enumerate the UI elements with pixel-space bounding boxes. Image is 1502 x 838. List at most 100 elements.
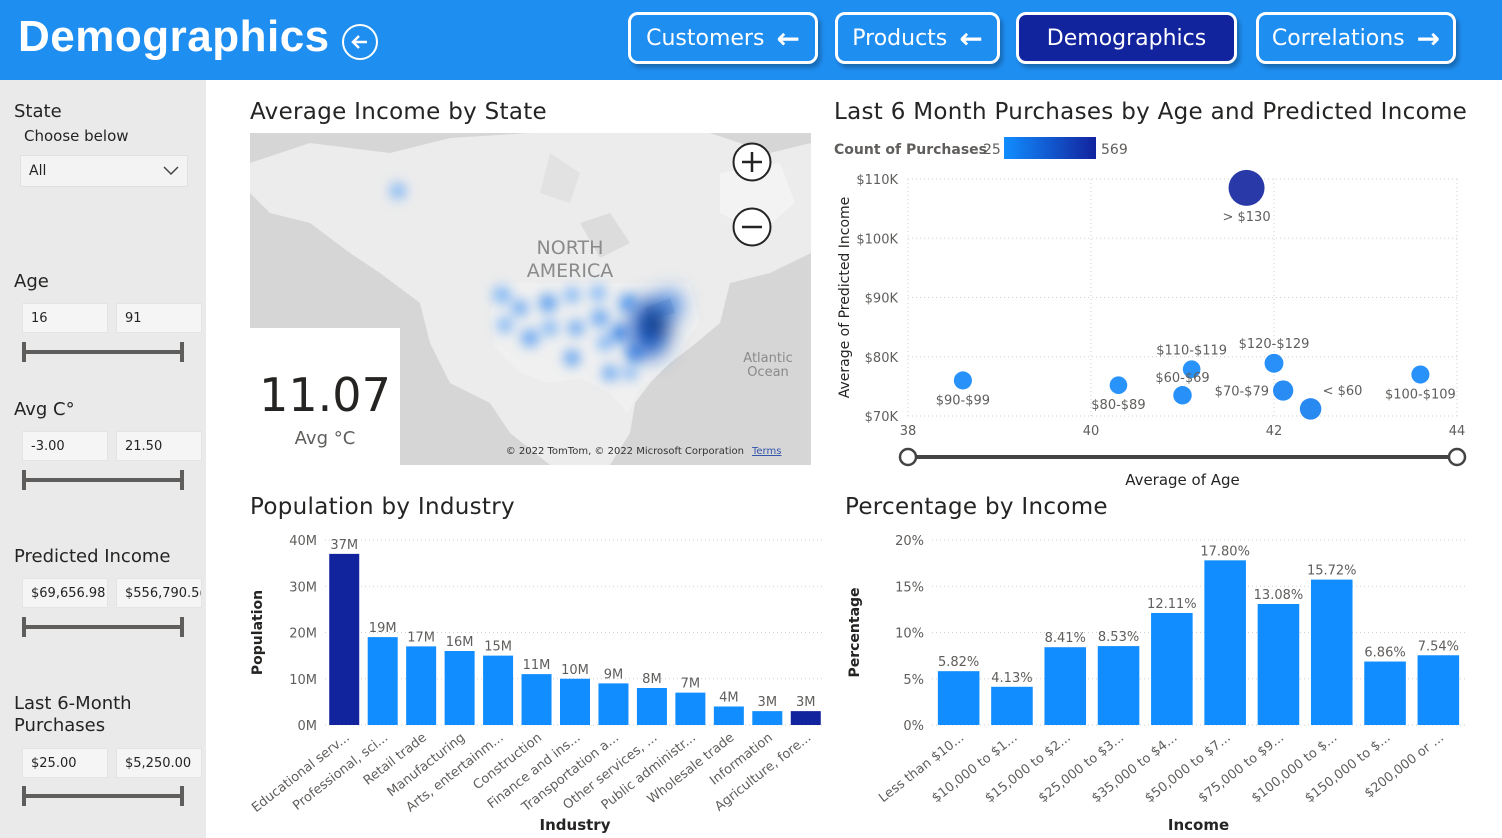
point-label: < $60 <box>1323 384 1363 399</box>
x-tick-label: Less than $10... <box>876 730 967 806</box>
data-label: 10M <box>561 663 589 678</box>
data-label: 11M <box>523 658 551 673</box>
point-label: $90-$99 <box>936 393 990 408</box>
age-slider[interactable] <box>22 342 184 362</box>
data-label: 13.08% <box>1254 588 1304 603</box>
slider-handle-min[interactable] <box>22 786 26 806</box>
data-label: 9M <box>604 667 624 682</box>
predicted-income-max-input[interactable]: $556,790.5( <box>116 578 202 608</box>
map-terms-link[interactable]: Terms <box>751 446 781 457</box>
y-axis-title: Percentage <box>847 587 863 677</box>
slider-handle-max[interactable] <box>180 342 184 362</box>
legend-gradient-bar <box>1004 137 1096 159</box>
y-axis-title: Average of Predicted Income <box>837 197 853 399</box>
map-region-label: NORTH <box>537 237 604 259</box>
purchases-max-input[interactable]: $5,250.00 <box>116 748 202 778</box>
bar <box>1151 612 1193 725</box>
y-tick-label: 10% <box>895 627 924 642</box>
nav-products-label: Products <box>852 25 948 51</box>
nav-customers-label: Customers <box>646 25 765 51</box>
data-label: 15.72% <box>1307 564 1357 579</box>
x-tick-label: 44 <box>1449 424 1466 439</box>
income-map[interactable]: NORTH AMERICA Atlantic Ocean © 2022 TomT… <box>250 133 811 465</box>
scatter-point <box>1264 353 1284 373</box>
x-axis-title: Income <box>1168 816 1229 834</box>
bar <box>1417 655 1460 725</box>
data-label: 3M <box>758 695 778 710</box>
map-ocean-label: Ocean <box>747 365 789 380</box>
bar <box>329 553 360 725</box>
y-tick-label: 15% <box>895 580 924 595</box>
nav-customers-button[interactable]: Customers ← <box>628 12 818 64</box>
y-tick-label: 10M <box>289 673 317 688</box>
x-axis-title: Average of Age <box>1125 471 1240 489</box>
slider-handle-max[interactable] <box>180 786 184 806</box>
zoom-in-icon[interactable] <box>732 142 772 182</box>
y-axis-title: Population <box>250 590 266 675</box>
map-attribution: © 2022 TomTom, © 2022 Microsoft Corporat… <box>506 446 744 457</box>
x-tick-label: 42 <box>1266 424 1283 439</box>
avg-c-slider[interactable] <box>22 470 184 490</box>
bar <box>675 692 706 725</box>
predicted-income-min-input[interactable]: $69,656.98 <box>22 578 108 608</box>
back-button[interactable] <box>342 24 378 60</box>
chevron-down-icon <box>163 166 179 176</box>
bar <box>636 688 667 725</box>
point-label: $80-$89 <box>1091 398 1145 413</box>
income-bar-chart[interactable]: 0% 5% 10% 15% 20% Percentage Income 5.82% Less t… <box>840 525 1470 838</box>
purchases-slider[interactable] <box>22 786 184 806</box>
industry-visual-title: Population by Industry <box>250 494 515 520</box>
scatter-point <box>953 371 972 390</box>
scatter-point <box>1228 169 1265 206</box>
arrow-left-icon: ← <box>959 21 983 55</box>
legend-max-label: 569 <box>1101 142 1128 158</box>
avg-temp-card: 11.07 Avg °C <box>250 328 400 465</box>
nav-demographics-label: Demographics <box>1046 25 1207 51</box>
slider-handle-min[interactable] <box>22 342 26 362</box>
bar <box>1364 661 1406 725</box>
age-filter-label: Age <box>14 271 49 292</box>
bar <box>406 646 437 725</box>
slider-handle-max[interactable] <box>180 617 184 637</box>
point-label: > $130 <box>1222 210 1270 225</box>
y-tick-label: 20M <box>289 627 317 642</box>
arrow-left-icon: ← <box>776 21 800 55</box>
nav-products-button[interactable]: Products ← <box>835 12 1000 64</box>
bar <box>790 711 821 725</box>
purchases-min-input[interactable]: $25.00 <box>22 748 108 778</box>
predicted-income-slider[interactable] <box>22 617 184 637</box>
avg-c-min-input[interactable]: -3.00 <box>22 431 108 461</box>
bar <box>367 637 398 725</box>
point-label: $110-$119 <box>1156 343 1227 358</box>
age-max-input[interactable]: 91 <box>116 303 202 333</box>
data-label: 15M <box>484 640 512 655</box>
bar <box>444 651 475 725</box>
y-tick-label: 5% <box>903 673 924 688</box>
x-axis-title: Industry <box>540 816 611 834</box>
purchases-filter-label-line2: Purchases <box>14 715 106 736</box>
age-min-input[interactable]: 16 <box>22 303 108 333</box>
zoom-slider-handle <box>898 447 918 467</box>
avg-c-max-input[interactable]: 21.50 <box>116 431 202 461</box>
point-label: $100-$109 <box>1385 388 1456 403</box>
slider-handle-min[interactable] <box>22 470 26 490</box>
bar <box>937 671 980 725</box>
state-dropdown[interactable]: All <box>20 155 188 187</box>
scatter-point <box>1273 380 1294 401</box>
nav-correlations-button[interactable]: Correlations → <box>1256 12 1456 64</box>
data-label: 8M <box>642 672 662 687</box>
state-dropdown-value: All <box>29 163 47 179</box>
bar <box>1257 604 1300 725</box>
bar <box>1310 579 1353 725</box>
y-tick-label: 0M <box>298 719 318 734</box>
nav-demographics-button[interactable]: Demographics <box>1016 12 1237 64</box>
data-label: 7.54% <box>1418 639 1459 654</box>
scatter-point <box>1299 398 1322 420</box>
y-tick-label: 20% <box>895 534 924 549</box>
industry-bar-chart[interactable]: 0M10M20M30M40MPopulationIndustry37MEduca… <box>245 525 840 838</box>
slider-handle-max[interactable] <box>180 470 184 490</box>
slider-handle-min[interactable] <box>22 617 26 637</box>
scatter-point <box>1173 386 1192 405</box>
zoom-out-icon[interactable] <box>732 207 772 247</box>
